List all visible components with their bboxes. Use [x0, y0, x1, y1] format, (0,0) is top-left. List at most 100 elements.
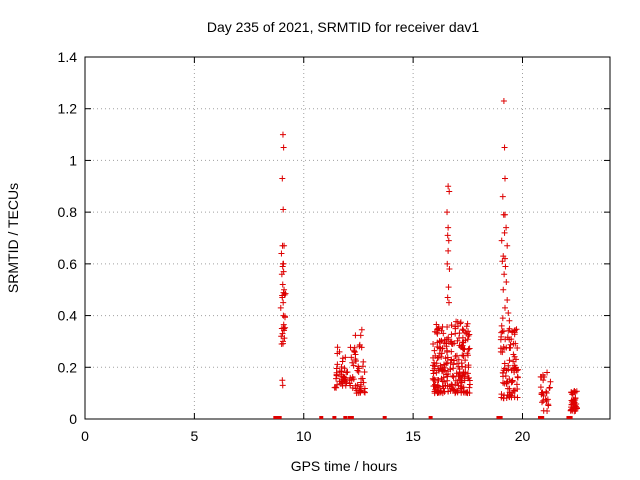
- data-point: [513, 381, 520, 388]
- data-point: [444, 232, 451, 239]
- zero-point: [498, 416, 503, 419]
- data-point: [458, 377, 465, 384]
- x-tick-label: 20: [515, 428, 531, 444]
- data-point: [572, 395, 579, 402]
- data-point: [452, 390, 459, 397]
- data-point: [279, 175, 286, 182]
- data-point: [333, 375, 340, 382]
- data-point: [446, 299, 452, 306]
- data-point: [443, 348, 450, 355]
- data-point: [446, 266, 453, 273]
- data-point: [573, 404, 580, 411]
- data-point: [445, 183, 452, 190]
- data-point: [501, 229, 508, 236]
- data-point: [511, 353, 518, 360]
- data-point: [431, 359, 438, 366]
- data-point: [333, 371, 340, 378]
- data-point: [456, 371, 463, 378]
- zero-point: [349, 416, 354, 419]
- data-point: [504, 334, 511, 341]
- zero-point: [332, 416, 337, 419]
- data-point: [441, 361, 448, 368]
- x-tick-label: 15: [405, 428, 421, 444]
- data-point: [439, 345, 446, 352]
- data-point: [336, 368, 343, 375]
- data-point: [436, 338, 443, 345]
- data-point: [445, 388, 452, 395]
- data-point: [544, 369, 551, 376]
- data-point: [348, 354, 355, 361]
- data-point: [437, 362, 444, 369]
- zero-point: [428, 416, 433, 419]
- data-point: [334, 361, 341, 368]
- data-point: [455, 373, 462, 380]
- data-point: [540, 377, 547, 384]
- data-point: [279, 242, 286, 249]
- data-point: [545, 402, 552, 409]
- data-point: [280, 340, 287, 347]
- data-point: [339, 358, 346, 365]
- data-point: [460, 353, 467, 360]
- data-point: [278, 250, 285, 257]
- data-point: [444, 354, 451, 361]
- data-point: [436, 350, 443, 357]
- data-point: [445, 237, 452, 244]
- data-point: [443, 343, 450, 350]
- data-point: [502, 263, 509, 270]
- data-point: [332, 384, 339, 391]
- data-point: [572, 403, 579, 410]
- y-tick-label: 0: [69, 411, 77, 427]
- data-point: [452, 325, 459, 332]
- data-point: [449, 373, 456, 380]
- data-point: [540, 407, 547, 414]
- data-point: [506, 325, 513, 332]
- data-point: [341, 365, 348, 372]
- data-point: [334, 381, 341, 388]
- axis-ticks: 0 5 10 15 20 0 0.2 0.4 0.6 0.8 1 1.2 1.4: [58, 49, 610, 444]
- data-point: [499, 328, 506, 335]
- data-point: [356, 343, 363, 350]
- data-point: [441, 340, 448, 347]
- data-point: [361, 389, 368, 396]
- data-point: [464, 370, 471, 377]
- data-point: [539, 389, 546, 396]
- data-point: [431, 347, 438, 354]
- data-point: [352, 332, 359, 339]
- data-point: [445, 224, 452, 231]
- data-point: [358, 326, 365, 333]
- data-point: [440, 368, 447, 375]
- data-point: [445, 247, 452, 254]
- data-point: [466, 331, 473, 338]
- chart-title: Day 235 of 2021, SRMTID for receiver dav…: [207, 19, 480, 35]
- data-point: [504, 242, 511, 249]
- data-point: [444, 209, 451, 216]
- data-point: [334, 344, 341, 351]
- data-point: [350, 362, 357, 369]
- data-point: [543, 397, 550, 404]
- data-point: [449, 386, 456, 393]
- data-point: [500, 395, 507, 402]
- data-point: [443, 336, 450, 343]
- data-point: [351, 344, 358, 351]
- data-point: [444, 377, 451, 384]
- data-point: [437, 338, 444, 345]
- data-point: [466, 390, 473, 397]
- data-point: [455, 363, 462, 370]
- data-point: [499, 258, 506, 265]
- data-point: [464, 375, 471, 382]
- data-point: [439, 323, 446, 330]
- data-point: [357, 332, 364, 339]
- data-point: [434, 382, 441, 389]
- data-point: [456, 335, 463, 342]
- data-point: [570, 398, 577, 405]
- data-point: [538, 374, 545, 381]
- data-point: [543, 390, 550, 397]
- data-point: [444, 294, 451, 301]
- data-point: [448, 322, 455, 329]
- data-point: [502, 255, 508, 262]
- data-point: [444, 260, 451, 267]
- data-point: [456, 370, 463, 377]
- data-point: [445, 370, 452, 377]
- data-point: [498, 322, 505, 329]
